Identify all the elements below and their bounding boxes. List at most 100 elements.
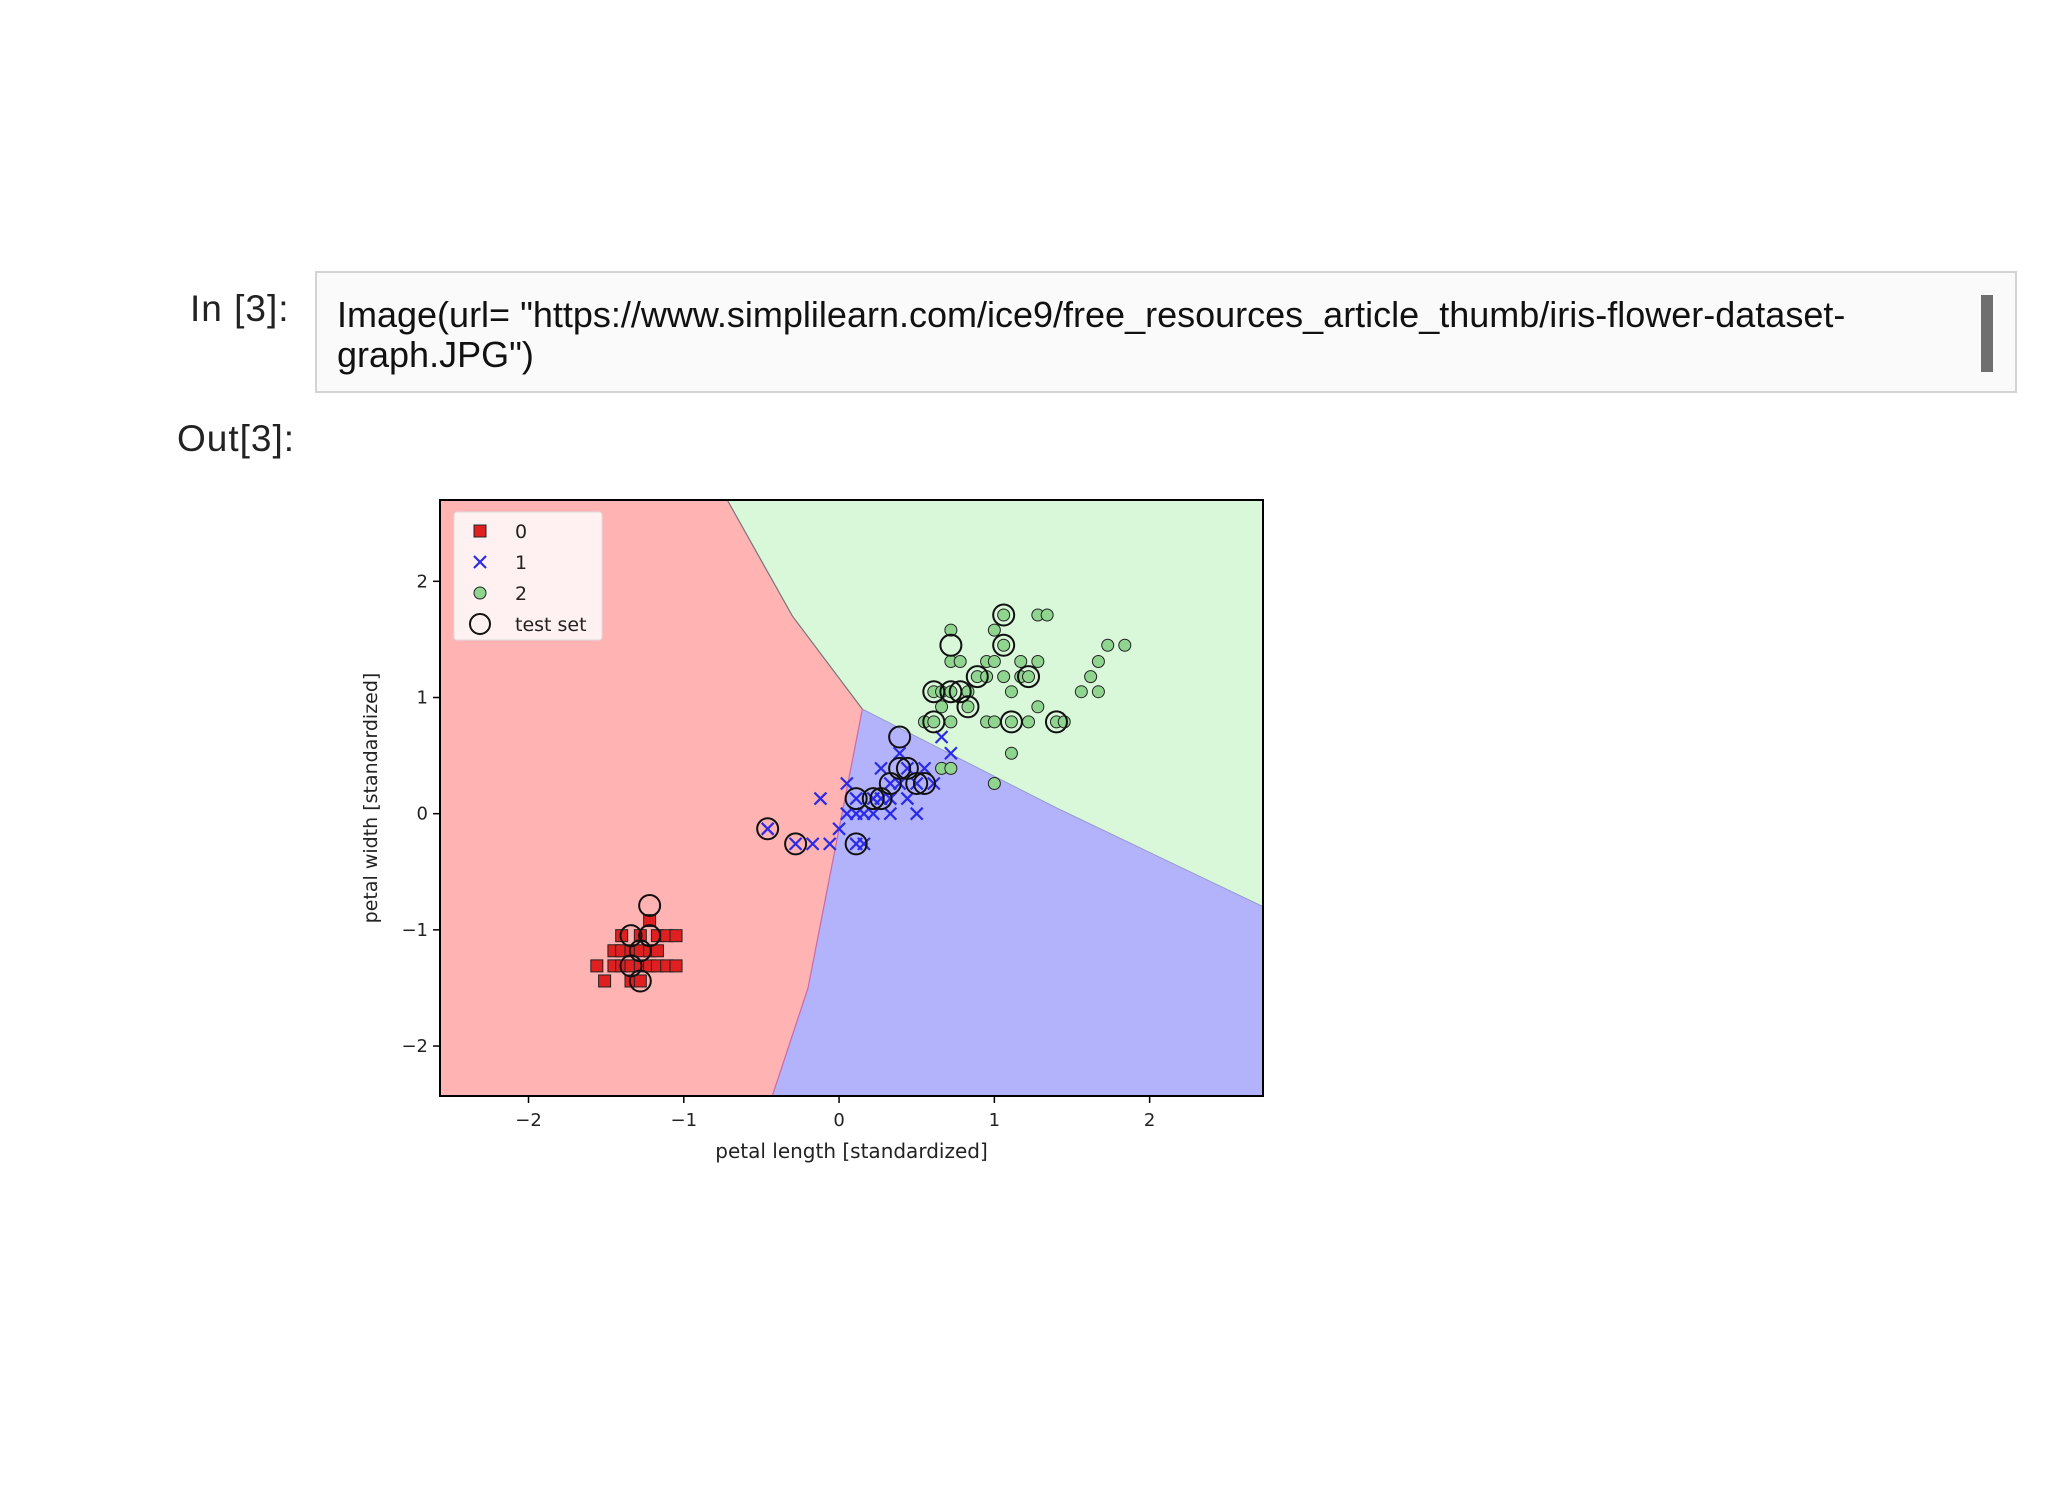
x-tick-label: 2 (1144, 1110, 1155, 1131)
point-class-2 (1057, 715, 1071, 729)
test-set-point (888, 756, 912, 780)
point-class-2 (944, 715, 958, 729)
point-class-1-stroke (900, 761, 915, 776)
test-set-point (844, 787, 868, 811)
plot-frame (439, 499, 1264, 1097)
point-class-1 (874, 761, 888, 776)
legend-box (453, 511, 603, 641)
point-class-1-stroke (883, 791, 898, 806)
point-class-1 (909, 806, 924, 821)
code-cell[interactable]: Image(url= "https://www.simplilearn.com/… (315, 271, 2017, 393)
point-class-1 (883, 806, 898, 821)
x-tick-label: 0 (833, 1110, 844, 1131)
point-class-2 (1101, 638, 1115, 652)
point-class-2 (1004, 685, 1018, 699)
point-class-2 (1074, 685, 1088, 699)
point-class-0 (633, 974, 647, 988)
point-class-2 (1004, 746, 1018, 760)
point-class-1-stroke (849, 791, 863, 806)
point-class-1-stroke (857, 837, 871, 851)
point-class-1 (900, 791, 915, 806)
point-class-2 (1022, 670, 1036, 684)
point-class-1-stroke (805, 837, 820, 851)
test-set-point (956, 695, 980, 719)
point-class-1 (883, 791, 898, 806)
point-class-2 (944, 623, 958, 637)
y-tick-label: −1 (401, 920, 428, 941)
point-class-1 (866, 806, 881, 821)
point-class-0 (669, 929, 683, 943)
point-class-2 (944, 761, 958, 775)
point-class-1-stroke (874, 761, 888, 776)
legend-label: 1 (515, 552, 527, 574)
test-set-point (628, 939, 652, 963)
point-class-2 (997, 638, 1011, 652)
test-set-point (922, 710, 946, 734)
test-set-point (939, 680, 963, 704)
point-class-0 (669, 959, 683, 973)
test-set-point (922, 680, 946, 704)
test-set-point (992, 633, 1016, 657)
test-set-point (784, 832, 808, 856)
test-set-point (999, 710, 1023, 734)
point-class-1-stroke (760, 822, 775, 836)
point-class-1-stroke (934, 730, 949, 744)
point-class-2 (1040, 608, 1054, 622)
point-class-1-stroke (883, 806, 898, 821)
test-set-point (965, 665, 989, 689)
text-cursor (1981, 295, 1993, 372)
legend-label: test set (515, 614, 587, 636)
y-tick-label: 0 (417, 804, 428, 825)
code-line-2: graph.JPG") (337, 334, 534, 375)
point-class-2 (1031, 654, 1045, 668)
point-class-2 (987, 776, 1001, 790)
legend-marker-0 (473, 524, 487, 538)
point-class-2 (987, 623, 1001, 637)
point-class-2 (1022, 715, 1036, 729)
y-tick-label: 2 (417, 571, 428, 592)
point-class-1 (760, 822, 775, 836)
point-class-1-stroke (822, 837, 837, 851)
x-tick-label: −1 (671, 1110, 698, 1131)
point-class-2 (1004, 715, 1018, 729)
test-set-point (888, 725, 912, 749)
test-set-point (905, 771, 929, 795)
test-set-point (948, 680, 972, 704)
test-set-point (992, 603, 1016, 627)
point-class-2 (1091, 654, 1105, 668)
point-class-2 (1014, 654, 1028, 668)
point-class-1 (892, 776, 907, 791)
input-prompt: In [3]: (190, 288, 290, 329)
point-class-2 (987, 715, 1001, 729)
point-class-0 (590, 959, 604, 973)
point-class-1-stroke (813, 791, 828, 806)
point-class-1-stroke (788, 837, 803, 851)
point-class-2 (935, 700, 949, 714)
test-set-point (912, 771, 936, 795)
data-points (590, 603, 1132, 993)
legend-marker-1-stroke (473, 555, 487, 569)
test-set-point (1044, 710, 1068, 734)
point-class-2 (961, 700, 975, 714)
region-class-2 (727, 500, 1263, 907)
point-class-1 (917, 761, 932, 776)
test-set-point (756, 817, 780, 841)
point-class-1 (822, 837, 837, 851)
point-class-2 (997, 670, 1011, 684)
point-class-1 (900, 761, 915, 776)
y-tick-label: 1 (417, 688, 428, 709)
legend: 0 1 2 test set (453, 511, 603, 641)
legend-marker-2 (473, 586, 487, 600)
x-axis-label: petal length [standardized] (715, 1139, 988, 1163)
axis-ticks: −2 −1 0 1 2 −2 −1 0 1 2 (401, 571, 1155, 1131)
point-class-1-stroke (832, 822, 846, 836)
point-class-1-stroke (944, 746, 958, 761)
decision-region-plot: −2 −1 0 1 2 −2 −1 0 1 2 0 1 2 test set petal length … (360, 499, 1264, 1163)
point-class-1 (909, 776, 924, 791)
point-class-1 (892, 746, 907, 761)
point-class-1-stroke (892, 746, 907, 761)
point-class-2 (997, 608, 1011, 622)
point-class-1 (934, 730, 949, 744)
test-set-point (861, 787, 885, 811)
point-class-1 (840, 776, 854, 791)
